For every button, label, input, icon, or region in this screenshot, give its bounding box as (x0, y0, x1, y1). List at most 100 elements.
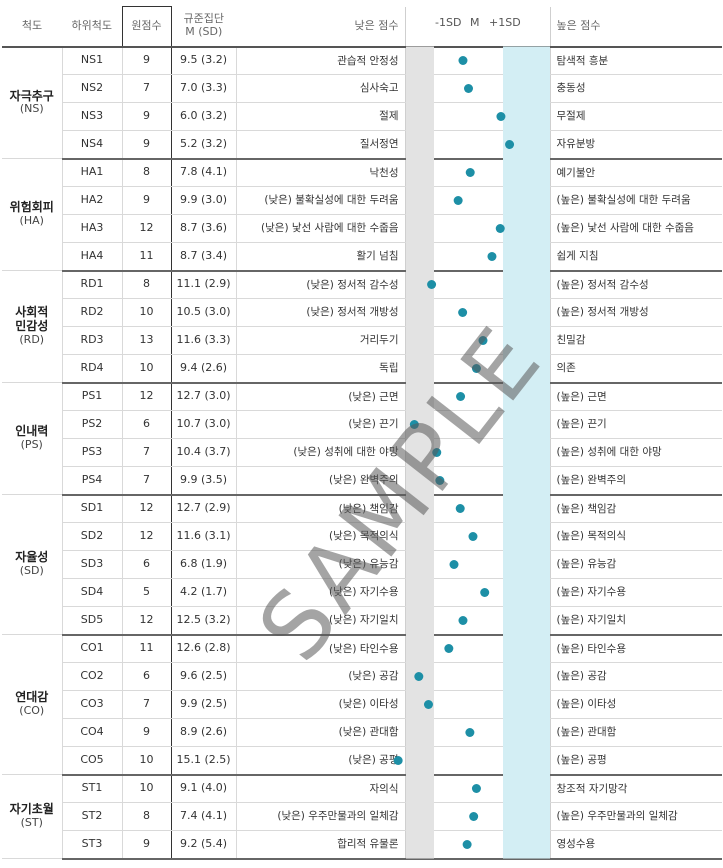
raw-score: 11 (121, 242, 172, 272)
sd-plot-cell (404, 158, 550, 187)
subscale-code: PS4 (62, 466, 123, 496)
norm-mean-sd: 15.1 (2.5) (171, 746, 237, 776)
low-score-description: (낮은) 목적의식 (236, 522, 405, 551)
low-score-description: (낮은) 근면 (236, 382, 405, 411)
scale-name: 인내력 (15, 424, 49, 439)
subscale-code: CO5 (62, 746, 123, 776)
profile-body: 자극추구 (NS) NS1 9 9.5 (3.2) 관습적 안정성 탐색적 흥분 NS2 7 7.… (2, 46, 722, 860)
table-row: RD4 10 9.4 (2.6) 독립 의존 (2, 354, 722, 384)
scale-code: (RD) (19, 332, 45, 346)
low-score-description: (낮은) 우주만물과의 일체감 (236, 802, 405, 831)
norm-mean-sd: 9.9 (2.5) (171, 690, 237, 719)
high-score-description: (높은) 목적의식 (549, 522, 722, 551)
high-score-description: 자유분방 (549, 130, 722, 160)
sd-plot-cell (404, 578, 550, 607)
sd-plot-cell (404, 214, 550, 243)
norm-mean-sd: 9.5 (3.2) (171, 46, 237, 75)
table-row: 자기초월 (ST) ST1 10 9.1 (4.0) 자의식 창조적 자기망각 (2, 774, 722, 859)
scale-code: (HA) (19, 214, 44, 228)
table-row: NS2 7 7.0 (3.3) 심사숙고 충동성 (2, 74, 722, 103)
table-row: RD2 10 10.5 (3.0) (낮은) 정서적 개방성 (높은) 정서적 개방성 (2, 298, 722, 327)
low-score-description: (낮은) 정서적 개방성 (236, 298, 405, 327)
high-score-description: 충동성 (549, 74, 722, 103)
subscale-code: ST2 (62, 802, 123, 831)
low-score-description: 독립 (236, 354, 405, 384)
low-score-description: (낮은) 성취에 대한 야망 (236, 438, 405, 467)
subscale-code: PS2 (62, 410, 123, 439)
sd-plot-cell (404, 354, 550, 384)
norm-mean-sd: 12.6 (2.8) (171, 634, 237, 663)
scale-name-cell: 자극추구 (NS) (2, 46, 63, 159)
low-score-description: 관습적 안정성 (236, 46, 405, 75)
header-raw-score: 원점수 (121, 6, 172, 48)
low-score-description: 낙천성 (236, 158, 405, 187)
raw-score: 6 (121, 662, 172, 691)
subscale-code: NS4 (62, 130, 123, 160)
high-score-description: (높은) 유능감 (549, 550, 722, 579)
sd-plot-cell (404, 746, 550, 776)
table-row: ST2 8 7.4 (4.1) (낮은) 우주만물과의 일체감 (높은) 우주만물과의 … (2, 802, 722, 831)
norm-mean-sd: 11.6 (3.3) (171, 326, 237, 355)
scale-name: 자율성 (15, 550, 49, 565)
sd-plot-cell (404, 326, 550, 355)
raw-score: 6 (121, 550, 172, 579)
table-row: SD5 12 12.5 (3.2) (낮은) 자기일치 (높은) 자기일치 (2, 606, 722, 636)
raw-score: 10 (121, 354, 172, 384)
norm-mean-sd: 11.6 (3.1) (171, 522, 237, 551)
raw-score: 12 (121, 606, 172, 636)
high-score-description: (높은) 타인수용 (549, 634, 722, 663)
norm-mean-sd: 9.4 (2.6) (171, 354, 237, 384)
subscale-code: HA1 (62, 158, 123, 187)
norm-mean-sd: 9.9 (3.0) (171, 186, 237, 215)
sd-plot-cell (404, 718, 550, 747)
subscale-code: RD3 (62, 326, 123, 355)
high-score-description: 영성수용 (549, 830, 722, 860)
norm-mean-sd: 9.2 (5.4) (171, 830, 237, 860)
scale-name-cell: 자기초월 (ST) (2, 774, 63, 859)
scale-name-cell: 연대감 (CO) (2, 634, 63, 775)
raw-score: 9 (121, 46, 172, 75)
header-row: 척도 하위척도 원점수 규준집단 M (SD) 낮은 점수 높은 점수 (2, 6, 722, 48)
raw-score: 10 (121, 774, 172, 803)
low-score-description: (낮은) 이타성 (236, 690, 405, 719)
low-score-description: (낮은) 관대함 (236, 718, 405, 747)
raw-score: 12 (121, 382, 172, 411)
low-score-description: (낮은) 자기일치 (236, 606, 405, 636)
high-score-description: (높은) 성취에 대한 야망 (549, 438, 722, 467)
subscale-code: ST1 (62, 774, 123, 803)
subscale-code: NS3 (62, 102, 123, 131)
profile-table: 척도 하위척도 원점수 규준집단 M (SD) 낮은 점수 높은 점수 자극추구… (2, 6, 722, 860)
subscale-code: RD4 (62, 354, 123, 384)
table-row: NS4 9 5.2 (3.2) 질서정연 자유분방 (2, 130, 722, 160)
sd-plot-cell (404, 466, 550, 496)
table-row: CO2 6 9.6 (2.5) (낮은) 공감 (높은) 공감 (2, 662, 722, 691)
norm-mean-sd: 12.7 (2.9) (171, 494, 237, 523)
low-score-description: 자의식 (236, 774, 405, 803)
sd-plot-cell (404, 382, 550, 411)
sd-plot-cell (404, 662, 550, 691)
raw-score: 7 (121, 466, 172, 496)
norm-mean-sd: 10.5 (3.0) (171, 298, 237, 327)
norm-mean-sd: 9.9 (3.5) (171, 466, 237, 496)
table-row: SD3 6 6.8 (1.9) (낮은) 유능감 (높은) 유능감 (2, 550, 722, 579)
raw-score: 8 (121, 270, 172, 299)
scale-code: (NS) (19, 102, 44, 116)
low-score-description: 심사숙고 (236, 74, 405, 103)
subscale-code: NS2 (62, 74, 123, 103)
high-score-description: (높은) 이타성 (549, 690, 722, 719)
subscale-code: PS3 (62, 438, 123, 467)
raw-score: 12 (121, 522, 172, 551)
sd-plot-cell (404, 550, 550, 579)
subscale-code: SD2 (62, 522, 123, 551)
scale-code: (PS) (20, 438, 43, 452)
norm-mean-sd: 6.8 (1.9) (171, 550, 237, 579)
table-row: CO4 9 8.9 (2.6) (낮은) 관대함 (높은) 관대함 (2, 718, 722, 747)
scale-name-cell: 자율성 (SD) (2, 494, 63, 635)
norm-mean-sd: 8.7 (3.6) (171, 214, 237, 243)
low-score-description: 절제 (236, 102, 405, 131)
raw-score: 13 (121, 326, 172, 355)
sd-plot-cell (404, 270, 550, 299)
low-score-description: 질서정연 (236, 130, 405, 160)
low-score-description: (낮은) 끈기 (236, 410, 405, 439)
